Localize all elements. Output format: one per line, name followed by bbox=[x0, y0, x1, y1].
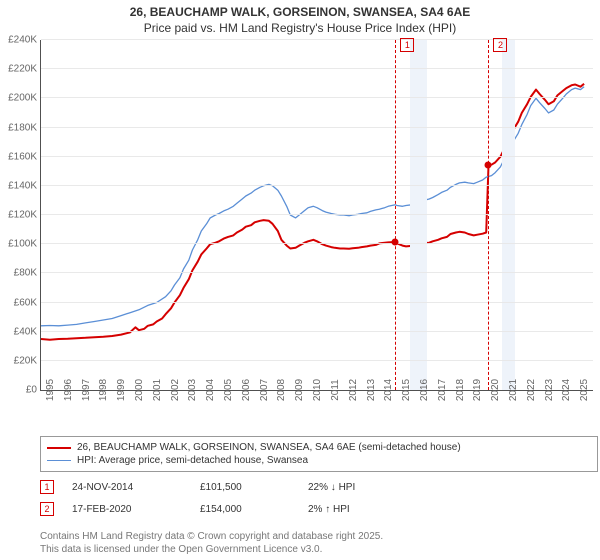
x-tick-label: 2016 bbox=[415, 379, 430, 401]
y-tick-label: £40K bbox=[14, 326, 41, 337]
gridline bbox=[41, 68, 593, 69]
sale-flag: 2 bbox=[488, 40, 489, 390]
legend-swatch bbox=[47, 447, 71, 449]
x-tick-label: 2014 bbox=[379, 379, 394, 401]
gridline bbox=[41, 127, 593, 128]
title-line1: 26, BEAUCHAMP WALK, GORSEINON, SWANSEA, … bbox=[130, 5, 471, 19]
x-tick-label: 2003 bbox=[183, 379, 198, 401]
y-tick-label: £20K bbox=[14, 355, 41, 366]
x-tick-label: 2017 bbox=[433, 379, 448, 401]
x-tick-label: 2018 bbox=[451, 379, 466, 401]
x-tick-label: 2008 bbox=[272, 379, 287, 401]
x-tick-label: 1996 bbox=[59, 379, 74, 401]
gridline bbox=[41, 156, 593, 157]
x-tick-label: 2019 bbox=[468, 379, 483, 401]
sale-price: £101,500 bbox=[200, 482, 290, 493]
sale-change: 2% ↑ HPI bbox=[308, 504, 350, 515]
gridline bbox=[41, 243, 593, 244]
credit-line2: This data is licensed under the Open Gov… bbox=[40, 544, 322, 555]
y-tick-label: £0 bbox=[26, 385, 41, 396]
chart-title: 26, BEAUCHAMP WALK, GORSEINON, SWANSEA, … bbox=[0, 0, 600, 36]
sale-marker bbox=[392, 238, 399, 245]
sale-date: 17-FEB-2020 bbox=[72, 504, 182, 515]
credit-line1: Contains HM Land Registry data © Crown c… bbox=[40, 531, 383, 542]
legend-item: 26, BEAUCHAMP WALK, GORSEINON, SWANSEA, … bbox=[47, 441, 591, 454]
x-tick-label: 2009 bbox=[290, 379, 305, 401]
gridline bbox=[41, 39, 593, 40]
legend-label: HPI: Average price, semi-detached house,… bbox=[77, 455, 308, 466]
legend-swatch bbox=[47, 460, 71, 461]
legend: 26, BEAUCHAMP WALK, GORSEINON, SWANSEA, … bbox=[40, 436, 598, 472]
x-tick-label: 2006 bbox=[237, 379, 252, 401]
sale-row: 2 17-FEB-2020 £154,000 2% ↑ HPI bbox=[40, 502, 592, 516]
y-tick-label: £240K bbox=[8, 35, 41, 46]
x-tick-label: 1998 bbox=[94, 379, 109, 401]
x-tick-label: 2012 bbox=[344, 379, 359, 401]
x-tick-label: 2013 bbox=[362, 379, 377, 401]
legend-item: HPI: Average price, semi-detached house,… bbox=[47, 454, 591, 467]
gridline bbox=[41, 97, 593, 98]
x-tick-label: 2010 bbox=[308, 379, 323, 401]
gridline bbox=[41, 302, 593, 303]
x-tick-label: 2007 bbox=[255, 379, 270, 401]
gridline bbox=[41, 331, 593, 332]
y-tick-label: £160K bbox=[8, 151, 41, 162]
credit: Contains HM Land Registry data © Crown c… bbox=[40, 530, 383, 556]
sale-row-number: 1 bbox=[40, 480, 54, 494]
x-tick-label: 2001 bbox=[148, 379, 163, 401]
y-tick-label: £140K bbox=[8, 180, 41, 191]
plot-area: £0£20K£40K£60K£80K£100K£120K£140K£160K£1… bbox=[40, 40, 593, 391]
shaded-band bbox=[410, 40, 428, 390]
y-tick-label: £80K bbox=[14, 268, 41, 279]
gridline bbox=[41, 360, 593, 361]
y-tick-label: £100K bbox=[8, 239, 41, 250]
sale-marker bbox=[485, 162, 492, 169]
sale-flag: 1 bbox=[395, 40, 396, 390]
sale-price: £154,000 bbox=[200, 504, 290, 515]
gridline bbox=[41, 185, 593, 186]
gridline bbox=[41, 272, 593, 273]
sale-flag-number: 2 bbox=[493, 38, 507, 52]
y-tick-label: £220K bbox=[8, 64, 41, 75]
sale-date: 24-NOV-2014 bbox=[72, 482, 182, 493]
legend-label: 26, BEAUCHAMP WALK, GORSEINON, SWANSEA, … bbox=[77, 442, 461, 453]
x-tick-label: 2023 bbox=[540, 379, 555, 401]
y-tick-label: £200K bbox=[8, 93, 41, 104]
x-tick-label: 1999 bbox=[112, 379, 127, 401]
x-tick-label: 1997 bbox=[77, 379, 92, 401]
y-tick-label: £60K bbox=[14, 297, 41, 308]
x-tick-label: 2002 bbox=[166, 379, 181, 401]
sale-row: 1 24-NOV-2014 £101,500 22% ↓ HPI bbox=[40, 480, 592, 494]
x-tick-label: 1995 bbox=[41, 379, 56, 401]
x-tick-label: 2005 bbox=[219, 379, 234, 401]
sale-flag-number: 1 bbox=[400, 38, 414, 52]
sale-change: 22% ↓ HPI bbox=[308, 482, 355, 493]
x-tick-label: 2015 bbox=[397, 379, 412, 401]
title-line2: Price paid vs. HM Land Registry's House … bbox=[144, 21, 456, 35]
x-tick-label: 2022 bbox=[522, 379, 537, 401]
y-tick-label: £120K bbox=[8, 210, 41, 221]
x-tick-label: 2025 bbox=[575, 379, 590, 401]
sale-row-number: 2 bbox=[40, 502, 54, 516]
x-tick-label: 2000 bbox=[130, 379, 145, 401]
x-tick-label: 2011 bbox=[326, 379, 341, 401]
x-tick-label: 2021 bbox=[504, 379, 519, 401]
shaded-band bbox=[502, 40, 514, 390]
gridline bbox=[41, 214, 593, 215]
y-tick-label: £180K bbox=[8, 122, 41, 133]
x-tick-label: 2004 bbox=[201, 379, 216, 401]
x-tick-label: 2024 bbox=[557, 379, 572, 401]
